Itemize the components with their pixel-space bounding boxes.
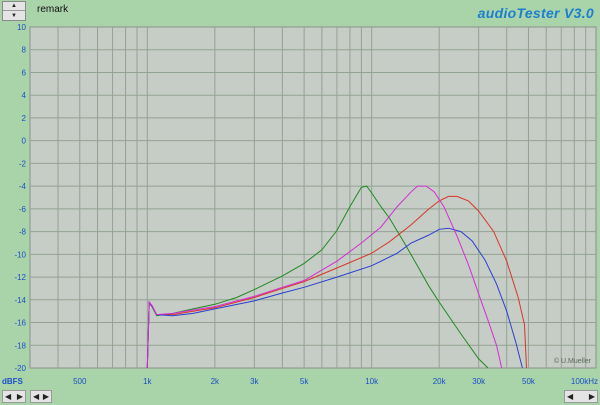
triangle-left-icon[interactable]: ◀ — [33, 391, 40, 401]
copyright-note: © U.Mueller — [554, 357, 592, 365]
x-tick-label: 500 — [73, 377, 87, 386]
y-tick-label: -20 — [14, 364, 26, 373]
series-line — [146, 185, 503, 369]
y-tick-label: -10 — [14, 250, 26, 259]
triangle-left-icon[interactable]: ◀ — [5, 391, 12, 401]
x-tick-labels: 500 1k 2k 3k 5k 10k 20k 30k 50k 100kHz — [73, 377, 598, 386]
stepper-down-button[interactable]: ▼ — [3, 11, 25, 20]
remark-label: remark — [37, 4, 69, 15]
triangle-down-icon: ▼ — [11, 12, 17, 19]
x-tick-label: 10k — [365, 377, 379, 386]
triangle-right-icon[interactable]: ▶ — [588, 391, 595, 401]
y-tick-label: 6 — [22, 68, 27, 77]
y-tick-labels: 10 8 6 4 2 0 -2 -4 -6 -8 -10 -12 -14 -16 -18 -20 — [14, 23, 26, 373]
y-tick-label: -18 — [14, 341, 26, 350]
x-tick-label: 2k — [211, 377, 220, 386]
series-lines — [146, 185, 527, 369]
range-scroll-control[interactable]: ◀ ▶ — [564, 390, 598, 403]
stepper-up-button[interactable]: ▲ — [3, 2, 25, 11]
y-tick-label: 2 — [22, 114, 27, 123]
y-tick-label: -16 — [14, 319, 26, 328]
x-tick-label: 1k — [143, 377, 152, 386]
x-tick-label: 50k — [522, 377, 536, 386]
y-axis-label: dBFS — [2, 377, 24, 386]
app-brand: audioTester V3.0 — [477, 5, 594, 21]
remark-stepper[interactable]: ▲ ▼ — [2, 1, 26, 21]
x-tick-label: 3k — [250, 377, 259, 386]
x-tick-label: 30k — [472, 377, 486, 386]
triangle-left-icon[interactable]: ◀ — [567, 391, 574, 401]
y-tick-label: -12 — [14, 273, 26, 282]
y-tick-label: -4 — [19, 182, 27, 191]
y-tick-label: 0 — [22, 137, 27, 146]
y-tick-label: -8 — [19, 228, 27, 237]
x-tick-label: 20k — [433, 377, 447, 386]
y-tick-label: -6 — [19, 205, 27, 214]
y-tick-label: 8 — [22, 46, 27, 55]
triangle-right-icon[interactable]: ▶ — [42, 391, 49, 401]
series-line — [146, 227, 523, 369]
triangle-right-icon[interactable]: ▶ — [16, 391, 23, 401]
x-tick-label: 100kHz — [571, 377, 598, 386]
y-tick-label: 10 — [17, 23, 26, 32]
y-tick-label: -14 — [14, 296, 26, 305]
zoom-scroll-control[interactable]: ◀ ▶ — [2, 390, 26, 403]
plot-area — [29, 26, 597, 369]
y-tick-label: -2 — [19, 159, 27, 168]
triangle-up-icon: ▲ — [11, 3, 17, 9]
series-line — [146, 195, 527, 369]
frequency-scroll-control[interactable]: ◀ ▶ — [30, 390, 52, 403]
x-tick-label: 5k — [300, 377, 309, 386]
y-tick-label: 4 — [22, 91, 27, 100]
